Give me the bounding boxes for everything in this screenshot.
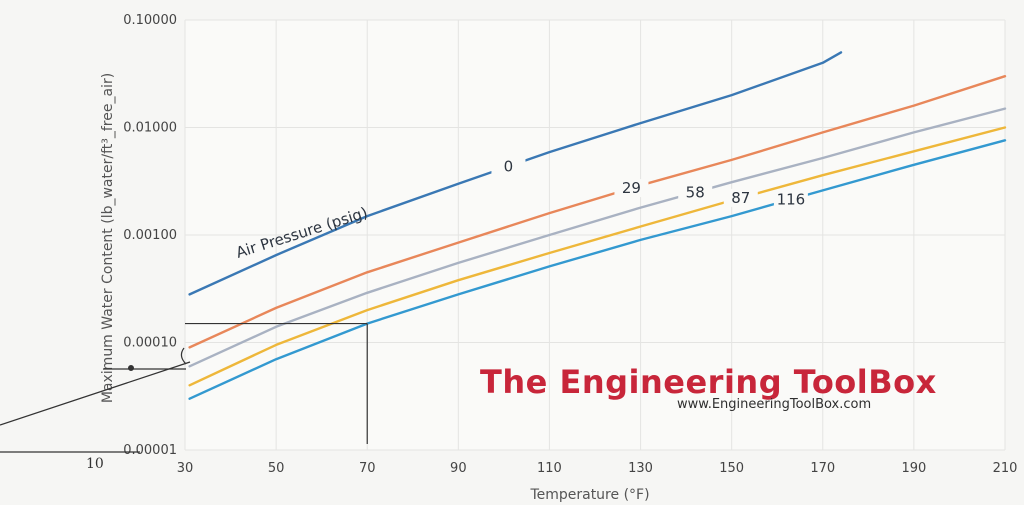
x-axis-ticks: 30 50 70 90 110 130 150 170 190 210 [177,461,1018,476]
y-axis-ticks: 0.00001 0.00010 0.00100 0.01000 0.10000 [123,13,177,458]
x-axis-label: Temperature (°F) [529,487,649,503]
y-tick-label: 0.10000 [123,13,177,28]
brand-logo-text: The Engineering ToolBox [480,363,937,401]
x-tick-label: 30 [177,461,194,476]
series-label-bg [723,188,758,207]
hand-diagonal-line [0,361,191,426]
series-line-58 [188,107,1007,368]
x-tick-label: 90 [450,461,467,476]
series-labels: 0 29 58 87 116 [491,157,808,209]
series-group [188,51,1007,400]
hand-dot [128,365,135,372]
series-line-116 [188,139,1007,400]
series-label-bg [614,179,649,198]
brand-url: www.EngineeringToolBox.com [677,397,871,412]
series-line-0 [188,51,843,296]
x-tick-label: 110 [537,461,562,476]
hand-bracket [180,347,187,365]
series-label-bg [491,157,526,176]
grid [184,19,1006,451]
handwritten-marks [0,322,368,453]
y-axis-label: Maximum Water Content (lb_water/ft³_free… [100,73,116,403]
series-line-87 [188,126,1007,387]
series-label-bg [773,190,808,209]
series-label-29: 29 [622,179,641,197]
series-label-58: 58 [686,183,705,201]
x-tick-label: 70 [359,461,376,476]
x-tick-label: 150 [719,461,744,476]
y-tick-label: 0.00010 [123,336,177,351]
y-tick-label: 0.00001 [123,443,177,458]
y-tick-label: 0.01000 [123,121,177,136]
series-line-29 [188,75,1007,349]
series-label-87: 87 [731,189,750,207]
hand-note: 10 [86,456,104,472]
x-tick-label: 130 [628,461,653,476]
series-label-116: 116 [777,190,806,208]
x-tick-label: 170 [810,461,835,476]
y-tick-label: 0.00100 [123,228,177,243]
x-tick-label: 210 [993,461,1018,476]
series-label-bg [678,183,713,202]
series-label-0: 0 [504,157,514,175]
x-tick-label: 50 [268,461,285,476]
x-tick-label: 190 [901,461,926,476]
